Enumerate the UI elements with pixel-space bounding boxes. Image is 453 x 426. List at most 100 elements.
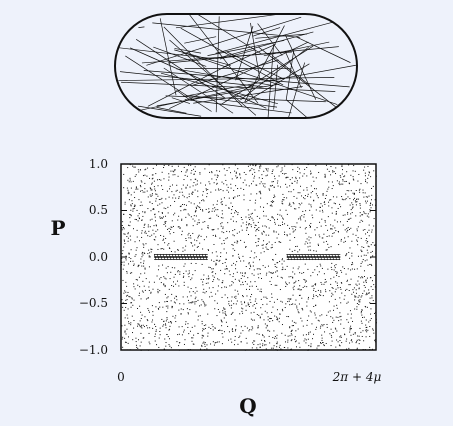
scatter-point	[298, 207, 299, 208]
scatter-point	[147, 319, 148, 320]
scatter-point	[131, 307, 132, 308]
scatter-point	[241, 308, 242, 309]
scatter-point	[127, 299, 128, 300]
scatter-point	[143, 192, 144, 193]
scatter-point	[348, 302, 349, 303]
scatter-point	[130, 296, 131, 297]
scatter-point	[144, 192, 145, 193]
scatter-point	[277, 270, 278, 271]
scatter-point	[349, 258, 350, 259]
scatter-point	[135, 176, 136, 177]
scatter-point	[194, 326, 195, 327]
scatter-point	[313, 334, 314, 335]
scatter-point	[295, 304, 296, 305]
scatter-point	[358, 300, 359, 301]
scatter-point	[186, 205, 187, 206]
scatter-point	[140, 312, 141, 313]
scatter-point	[324, 202, 325, 203]
scatter-point	[313, 250, 314, 251]
scatter-point	[334, 220, 335, 221]
scatter-point	[341, 165, 342, 166]
y-tick-label: 0.5	[89, 203, 108, 217]
scatter-point	[178, 270, 179, 271]
scatter-point	[196, 208, 197, 209]
scatter-point	[169, 248, 170, 249]
scatter-point	[133, 265, 134, 266]
scatter-point	[194, 174, 195, 175]
scatter-point	[358, 297, 359, 298]
scatter-point	[174, 174, 175, 175]
scatter-point	[135, 256, 136, 257]
scatter-point	[122, 307, 123, 308]
scatter-point	[368, 289, 369, 290]
scatter-point	[366, 336, 367, 337]
scatter-point	[339, 340, 340, 341]
scatter-point	[262, 343, 263, 344]
scatter-point	[234, 196, 235, 197]
scatter-point	[362, 293, 363, 294]
scatter-point	[208, 208, 209, 209]
scatter-point	[366, 282, 367, 283]
scatter-point	[329, 333, 330, 334]
scatter-point	[128, 232, 129, 233]
scatter-point	[293, 202, 294, 203]
scatter-point	[272, 169, 273, 170]
scatter-point	[215, 328, 216, 329]
scatter-point	[183, 303, 184, 304]
scatter-point	[351, 340, 352, 341]
scatter-point	[255, 235, 256, 236]
scatter-point	[266, 327, 267, 328]
scatter-point	[180, 227, 181, 228]
scatter-point	[321, 314, 322, 315]
scatter-point	[160, 180, 161, 181]
scatter-point	[202, 281, 203, 282]
scatter-point	[146, 278, 147, 279]
scatter-point	[368, 175, 369, 176]
scatter-point	[329, 200, 330, 201]
scatter-point	[359, 203, 360, 204]
scatter-point	[356, 199, 357, 200]
scatter-point	[325, 289, 326, 290]
scatter-point	[154, 336, 155, 337]
scatter-point	[339, 204, 340, 205]
scatter-point	[231, 342, 232, 343]
scatter-point	[298, 329, 299, 330]
trajectory-segment	[184, 37, 216, 44]
scatter-point	[371, 297, 372, 298]
scatter-point	[272, 307, 273, 308]
scatter-point	[261, 340, 262, 341]
scatter-point	[136, 247, 137, 248]
scatter-point	[351, 253, 352, 254]
scatter-point	[186, 271, 187, 272]
scatter-point	[191, 295, 192, 296]
scatter-point	[322, 206, 323, 207]
scatter-point	[320, 326, 321, 327]
scatter-point	[334, 269, 335, 270]
scatter-point	[281, 216, 282, 217]
scatter-point	[131, 188, 132, 189]
scatter-point	[158, 185, 159, 186]
scatter-point	[267, 243, 268, 244]
scatter-point	[369, 264, 370, 265]
scatter-point	[128, 308, 129, 309]
scatter-point	[188, 274, 189, 275]
scatter-point	[275, 336, 276, 337]
scatter-point	[370, 211, 371, 212]
stadium-boundary	[115, 14, 357, 118]
scatter-point	[269, 188, 270, 189]
scatter-point	[163, 178, 164, 179]
scatter-point	[316, 209, 317, 210]
scatter-point	[336, 264, 337, 265]
scatter-point	[131, 249, 132, 250]
scatter-point	[160, 277, 161, 278]
scatter-point	[124, 240, 125, 241]
scatter-point	[262, 183, 263, 184]
scatter-point	[165, 238, 166, 239]
scatter-point	[360, 266, 361, 267]
scatter-point	[175, 315, 176, 316]
scatter-point	[202, 330, 203, 331]
scatter-point	[368, 213, 369, 214]
scatter-point	[341, 239, 342, 240]
scatter-point	[361, 297, 362, 298]
scatter-point	[127, 167, 128, 168]
